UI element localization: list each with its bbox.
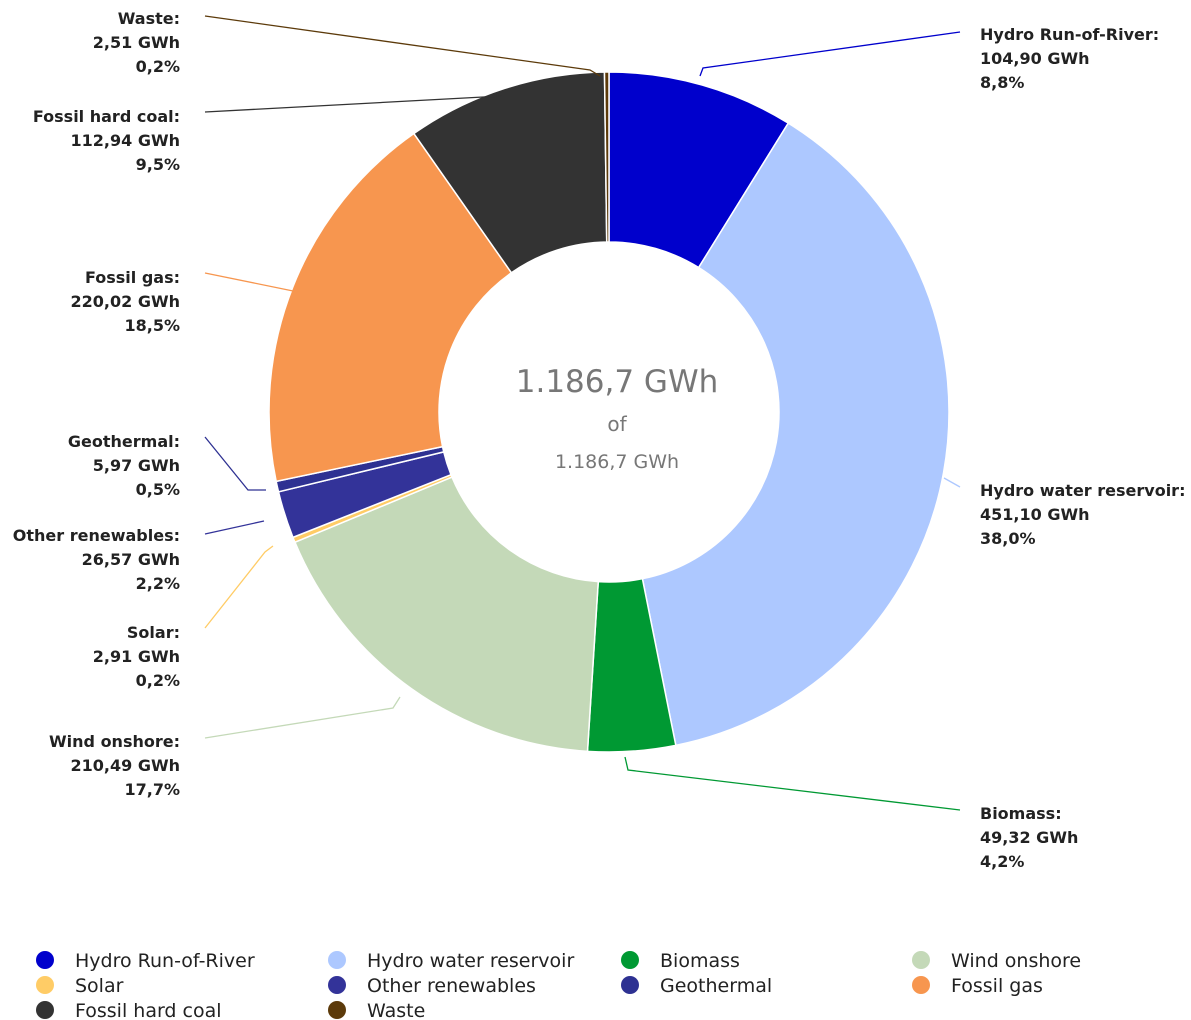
slice (293, 476, 600, 753)
slice-label: Geothermal: (68, 432, 180, 451)
leader-line (204, 545, 274, 629)
slice-value: 2,51 GWh (93, 33, 180, 52)
leader-line (204, 520, 265, 535)
center-capacity: 1.186,7 GWh (555, 451, 679, 473)
slice-percent: 0,2% (136, 671, 180, 690)
leader-line (204, 95, 503, 113)
slice-value: 451,10 GWh (980, 505, 1089, 524)
legend-swatch (621, 976, 639, 994)
legend-swatch (36, 976, 54, 994)
leader-line (204, 436, 266, 491)
legend-swatch (328, 976, 346, 994)
slice-label: Fossil hard coal: (33, 107, 180, 126)
slice (641, 122, 950, 747)
leader-line (943, 477, 961, 488)
slice-value: 220,02 GWh (71, 292, 180, 311)
slice (603, 71, 610, 243)
slice-value: 49,32 GWh (980, 828, 1078, 847)
legend-label: Other renewables (367, 975, 536, 997)
slice-percent: 17,7% (124, 780, 180, 799)
slice-percent: 0,2% (136, 57, 180, 76)
legend-label: Biomass (660, 950, 740, 972)
legend-swatch (621, 951, 639, 969)
leader-line (624, 756, 961, 811)
legend-swatch (328, 951, 346, 969)
slice-percent: 2,2% (136, 574, 180, 593)
legend-label: Hydro Run-of-River (75, 950, 255, 972)
slice-value: 2,91 GWh (93, 647, 180, 666)
legend-label: Waste (367, 1000, 425, 1020)
slice-percent: 0,5% (136, 480, 180, 499)
slice-value: 112,94 GWh (71, 131, 180, 150)
slice-label: Solar: (127, 623, 180, 642)
slice-percent: 18,5% (124, 316, 180, 335)
legend-label: Hydro water reservoir (367, 950, 574, 972)
slice-label: Other renewables: (13, 526, 180, 545)
legend-label: Wind onshore (951, 950, 1081, 972)
leader-line (204, 696, 401, 739)
slice-label: Biomass: (980, 804, 1062, 823)
leader-line (204, 15, 601, 77)
slice-value: 104,90 GWh (980, 49, 1089, 68)
legend-swatch (36, 1001, 54, 1019)
legend-swatch (36, 951, 54, 969)
slice-value: 210,49 GWh (71, 756, 180, 775)
leader-line (699, 31, 961, 77)
slice-label: Waste: (118, 9, 180, 28)
legend-label: Solar (75, 975, 124, 997)
slice-percent: 38,0% (980, 529, 1036, 548)
slice (268, 132, 513, 483)
slice-value: 26,57 GWh (82, 550, 180, 569)
slice-value: 5,97 GWh (93, 456, 180, 475)
legend-label: Fossil hard coal (75, 1000, 222, 1020)
slice-label: Hydro water reservoir: (980, 481, 1185, 500)
legend-label: Fossil gas (951, 975, 1043, 997)
slice-percent: 8,8% (980, 73, 1024, 92)
center-of: of (607, 412, 627, 436)
slice-label: Hydro Run-of-River: (980, 25, 1159, 44)
leader-line (204, 272, 299, 293)
legend-swatch (912, 951, 930, 969)
slice-percent: 9,5% (136, 155, 180, 174)
slice-label: Wind onshore: (49, 732, 180, 751)
legend-swatch (328, 1001, 346, 1019)
slice-percent: 4,2% (980, 852, 1024, 871)
slice-label: Fossil gas: (85, 268, 180, 287)
center-total: 1.186,7 GWh (516, 364, 719, 400)
legend-swatch (912, 976, 930, 994)
legend-label: Geothermal (660, 975, 772, 997)
